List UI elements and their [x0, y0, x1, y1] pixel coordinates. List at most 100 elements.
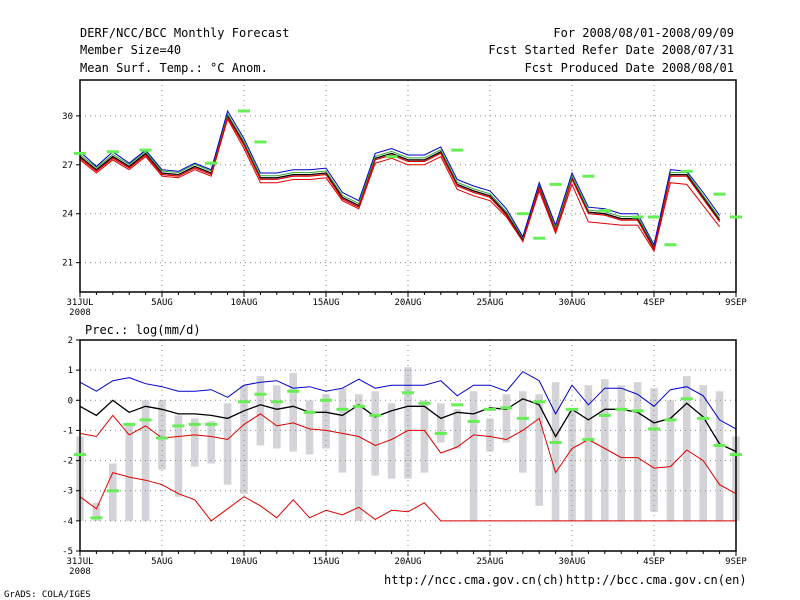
observed-marker [352, 404, 365, 408]
ensemble-range-box [174, 415, 183, 497]
series-lower-line [79, 117, 720, 253]
observed-marker [484, 407, 496, 411]
ensemble-range-box [92, 502, 101, 521]
x-year-label: 2008 [69, 567, 91, 577]
ensemble-range-box [633, 382, 642, 521]
ensemble-range-box [469, 391, 478, 521]
observed-marker [90, 516, 103, 520]
ensemble-range-box [715, 391, 724, 521]
observed-marker [549, 182, 562, 186]
observed-marker [598, 413, 611, 417]
observed-marker [254, 140, 267, 144]
observed-marker [418, 401, 431, 405]
plot-frame [79, 339, 737, 552]
series-lowest-line [79, 472, 736, 522]
x-tick-label: 4SEP [643, 298, 665, 308]
observed-marker [582, 437, 595, 441]
observed-marker [533, 236, 546, 240]
x-tick-label: 5AUG [151, 298, 173, 308]
observed-marker [106, 489, 119, 493]
observed-marker [680, 397, 693, 401]
footer-url-bcc[interactable]: http://bcc.cma.gov.cn(en) [566, 573, 747, 587]
observed-marker [270, 400, 283, 404]
series-mean-line [79, 114, 721, 250]
observed-marker [697, 416, 710, 420]
y-tick-label: -5 [62, 547, 73, 557]
observed-marker [123, 422, 136, 426]
ensemble-range-box [322, 394, 330, 449]
x-tick-label: 9SEP [725, 298, 747, 308]
ensemble-range-box [158, 400, 166, 470]
observed-marker [533, 400, 546, 404]
ensemble-range-box [486, 418, 494, 452]
ensemble-range-box [502, 394, 511, 443]
observed-marker [287, 389, 300, 393]
ensemble-range-box [683, 376, 691, 521]
y-tick-label: -3 [62, 487, 73, 497]
observed-marker [205, 161, 218, 165]
observed-marker [566, 407, 578, 411]
x-tick-label: 31JUL [66, 557, 93, 567]
observed-marker [713, 444, 726, 447]
header-member-size: Member Size=40 [80, 43, 182, 57]
observed-marker [713, 192, 726, 196]
observed-marker [648, 427, 660, 431]
plot-frame [79, 79, 737, 293]
header-variable: Mean Surf. Temp.: °C Anom. [80, 61, 268, 75]
observed-marker [467, 419, 480, 423]
observed-marker [303, 410, 316, 414]
observed-marker [451, 148, 464, 152]
header-title: DERF/NCC/BCC Monthly Forecast [80, 26, 290, 40]
observed-marker [369, 413, 382, 417]
observed-marker [402, 391, 414, 395]
y-tick-label: 1 [68, 366, 73, 376]
series-mean-red-line [79, 115, 721, 252]
ensemble-range-box [125, 424, 133, 521]
ensemble-range-box [584, 385, 593, 521]
x-tick-label: 4SEP [643, 557, 665, 567]
ensemble-range-box [617, 385, 625, 521]
y-tick-label: -2 [62, 457, 73, 467]
series-mean-green-line [79, 112, 721, 248]
x-tick-label: 15AUG [312, 557, 339, 567]
observed-marker [730, 215, 742, 219]
series-upper-line [79, 109, 721, 247]
y-tick-label: 27 [62, 161, 73, 171]
observed-marker [188, 422, 201, 426]
header-start-date: Fcst Started Refer Date 2008/07/31 [488, 43, 734, 57]
ensemble-range-box [371, 391, 379, 476]
observed-marker [385, 155, 398, 159]
observed-marker [549, 440, 562, 444]
ensemble-range-box [338, 388, 347, 473]
x-tick-label: 30AUG [558, 298, 585, 308]
observed-marker [74, 151, 86, 155]
y-tick-label: -1 [62, 426, 73, 436]
observed-marker [156, 436, 168, 440]
x-year-label: 2008 [69, 308, 91, 318]
observed-marker [320, 398, 332, 402]
footer-url-ncc[interactable]: http://ncc.cma.gov.cn(ch) [384, 573, 565, 587]
y-tick-label: 24 [62, 210, 73, 220]
ensemble-range-box [207, 421, 215, 464]
x-tick-label: 20AUG [394, 298, 421, 308]
observed-marker [631, 215, 644, 219]
y-tick-label: -4 [62, 517, 73, 527]
x-tick-label: 9SEP [725, 557, 747, 567]
y-tick-label: 21 [62, 259, 73, 269]
panel-title: Prec.: log(mm/d) [85, 323, 201, 337]
observed-marker [451, 403, 464, 407]
observed-marker [615, 407, 628, 411]
series-upper-line [79, 370, 737, 430]
ensemble-range-box [109, 463, 117, 521]
footer-credit: GrADS: COLA/IGES [4, 590, 91, 600]
ensemble-range-box [519, 391, 527, 473]
ensemble-range-box [601, 379, 609, 521]
x-tick-label: 31JUL [66, 298, 93, 308]
observed-marker [238, 400, 250, 404]
header-period: For 2008/08/01-2008/09/09 [553, 26, 734, 40]
observed-marker [500, 406, 513, 410]
x-tick-label: 15AUG [312, 298, 339, 308]
ensemble-range-box [191, 418, 199, 467]
observed-marker [648, 215, 660, 219]
ensemble-range-box [305, 400, 314, 455]
